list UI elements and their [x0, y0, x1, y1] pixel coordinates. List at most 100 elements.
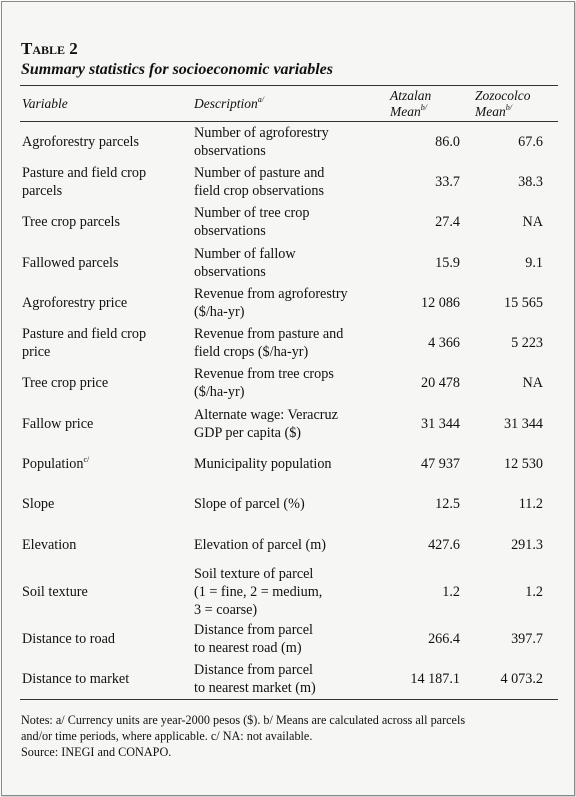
description-cell: Slope of parcel (%): [192, 484, 388, 524]
zozocolco-cell: NA: [522, 214, 544, 231]
cell-text: Tree crop price: [22, 375, 109, 392]
description-cell: Number of fallow observations: [192, 242, 388, 282]
zozocolco-cell: 4 073.2: [500, 670, 543, 687]
cell-text: Pasture and field crop: [22, 164, 147, 181]
cell-line: ($/ha-yr): [194, 303, 388, 321]
cell-text: Distance from parcel: [194, 661, 313, 678]
cell-line: Distance from parcel: [194, 621, 388, 639]
cell-text: Number of pasture and: [194, 164, 325, 181]
cell-line: Fallowed parcels: [22, 254, 192, 272]
cell-line: Atzalan: [390, 88, 460, 104]
cell-text: Tree crop parcels: [22, 214, 120, 231]
description-cell: Number of pasture and field crop observat…: [192, 162, 388, 202]
cell-text: ($/ha-yr): [194, 384, 245, 401]
cell-text: Fallow price: [22, 415, 94, 432]
atzalan-cell: 12.5: [435, 496, 460, 513]
cell-line: price: [22, 343, 192, 361]
table-row: Fallow price Alternate wage: Veracruz GDP …: [20, 404, 558, 444]
cell-line: Number of fallow: [194, 245, 388, 263]
cell-line: Tree crop parcels: [22, 213, 192, 231]
cell-text: ($/ha-yr): [194, 303, 245, 320]
cell-line: Slope of parcel (%): [194, 495, 388, 513]
variable-cell: Fallowed parcels: [20, 242, 192, 282]
cell-text: Number of fallow: [194, 245, 296, 262]
zozocolco-cell: 11.2: [518, 496, 543, 513]
cell-text: Distance to road: [22, 630, 115, 647]
zozocolco-cell: 67.6: [518, 133, 543, 150]
cell-text: Variable: [22, 95, 68, 111]
cell-line: to nearest road (m): [194, 639, 388, 657]
atzalan-cell: 27.4: [435, 214, 460, 231]
cell-line: parcels: [22, 182, 192, 200]
cell-text: Soil texture of parcel: [194, 565, 314, 582]
cell-line: Agroforestry price: [22, 294, 192, 312]
variable-cell: Agroforestry parcels: [20, 122, 192, 162]
atzalan-cell: 47 937: [420, 456, 460, 473]
cell-text: observations: [194, 263, 266, 280]
cell-line: observations: [194, 222, 388, 240]
cell-line: Number of agroforestry: [194, 124, 388, 142]
cell-text: Agroforestry price: [22, 294, 128, 311]
footnote-mark: b/: [420, 102, 427, 112]
zozocolco-cell: 5 223: [511, 335, 543, 352]
description-cell: Soil texture of parcel (1 = fine, 2 = med…: [192, 565, 388, 619]
table-title: Summary statistics for socioeconomic var…: [21, 61, 333, 78]
notes: Notes: a/ Currency units are year-2000 p…: [21, 712, 566, 760]
table-row: Tree crop parcels Number of tree crop obse…: [20, 202, 558, 242]
description-cell: Number of agroforestry observations: [192, 122, 388, 162]
cell-text: Atzalan: [390, 87, 432, 103]
zozocolco-cell: 9.1: [525, 254, 543, 271]
table-row: Soil texture Soil texture of parcel (1 = f…: [20, 565, 558, 619]
zozocolco-cell: 12 530: [503, 456, 543, 473]
table-row: Populationc/Municipality population 47 93…: [20, 444, 558, 484]
cell-line: observations: [194, 263, 388, 281]
atzalan-cell: 14 187.1: [410, 670, 460, 687]
table-row: Distance to road Distance from parcel to n…: [20, 619, 558, 659]
column-header: Zozocolco Meanb/: [460, 86, 558, 122]
variable-cell: Populationc/: [20, 444, 192, 484]
footnote-mark: b/: [505, 102, 512, 112]
atzalan-cell: 4 366: [428, 335, 460, 352]
cell-line: field crops ($/ha-yr): [194, 343, 388, 361]
cell-line: field crop observations: [194, 182, 388, 200]
zozocolco-cell: 31 344: [503, 415, 543, 432]
cell-line: Municipality population: [194, 455, 388, 473]
description-cell: Number of tree crop observations: [192, 202, 388, 242]
description-cell: Elevation of parcel (m): [192, 524, 388, 564]
cell-text: Soil texture: [22, 583, 88, 600]
zozocolco-cell: 291.3: [511, 536, 543, 553]
cell-text: Revenue from pasture and: [194, 326, 344, 343]
cell-line: Populationc/: [22, 455, 192, 473]
column-header: Variable: [20, 86, 192, 122]
cell-text: (1 = fine, 2 = medium,: [194, 583, 323, 600]
cell-line: Fallow price: [22, 415, 192, 433]
description-cell: Revenue from agroforestry ($/ha-yr): [192, 283, 388, 323]
zozocolco-cell: 397.7: [511, 630, 543, 647]
cell-text: Revenue from tree crops: [194, 366, 334, 383]
cell-line: Revenue from agroforestry: [194, 285, 388, 303]
table-row: Fallowed parcels Number of fallow observat…: [20, 242, 558, 282]
description-cell: Municipality population: [192, 444, 388, 484]
cell-line: Revenue from pasture and: [194, 325, 388, 343]
cell-text: Slope: [22, 496, 55, 513]
description-cell: Distance from parcel to nearest road (m): [192, 619, 388, 659]
cell-text: Distance to market: [22, 670, 130, 687]
cell-line: Elevation: [22, 536, 192, 554]
cell-text: Population: [22, 456, 84, 473]
cell-line: Meanb/: [475, 102, 558, 120]
cell-line: Tree crop price: [22, 374, 192, 392]
variable-cell: Tree crop parcels: [20, 202, 192, 242]
table-body: Agroforestry parcels Number of agroforest…: [20, 122, 558, 700]
cell-text: to nearest road (m): [194, 639, 302, 656]
cell-text: Alternate wage: Veracruz: [194, 406, 338, 423]
table-row: Tree crop price Revenue from tree crops ($…: [20, 363, 558, 403]
cell-line: Soil texture of parcel: [194, 565, 388, 583]
cell-line: 3 = coarse): [194, 601, 388, 619]
variable-cell: Elevation: [20, 524, 192, 564]
footnote-mark: a/: [257, 94, 264, 104]
cell-line: Number of tree crop: [194, 204, 388, 222]
note-line: and/or time periods, where applicable. c…: [21, 729, 313, 743]
cell-line: Slope: [22, 495, 192, 513]
cell-line: Revenue from tree crops: [194, 365, 388, 383]
variable-cell: Distance to market: [20, 659, 192, 699]
